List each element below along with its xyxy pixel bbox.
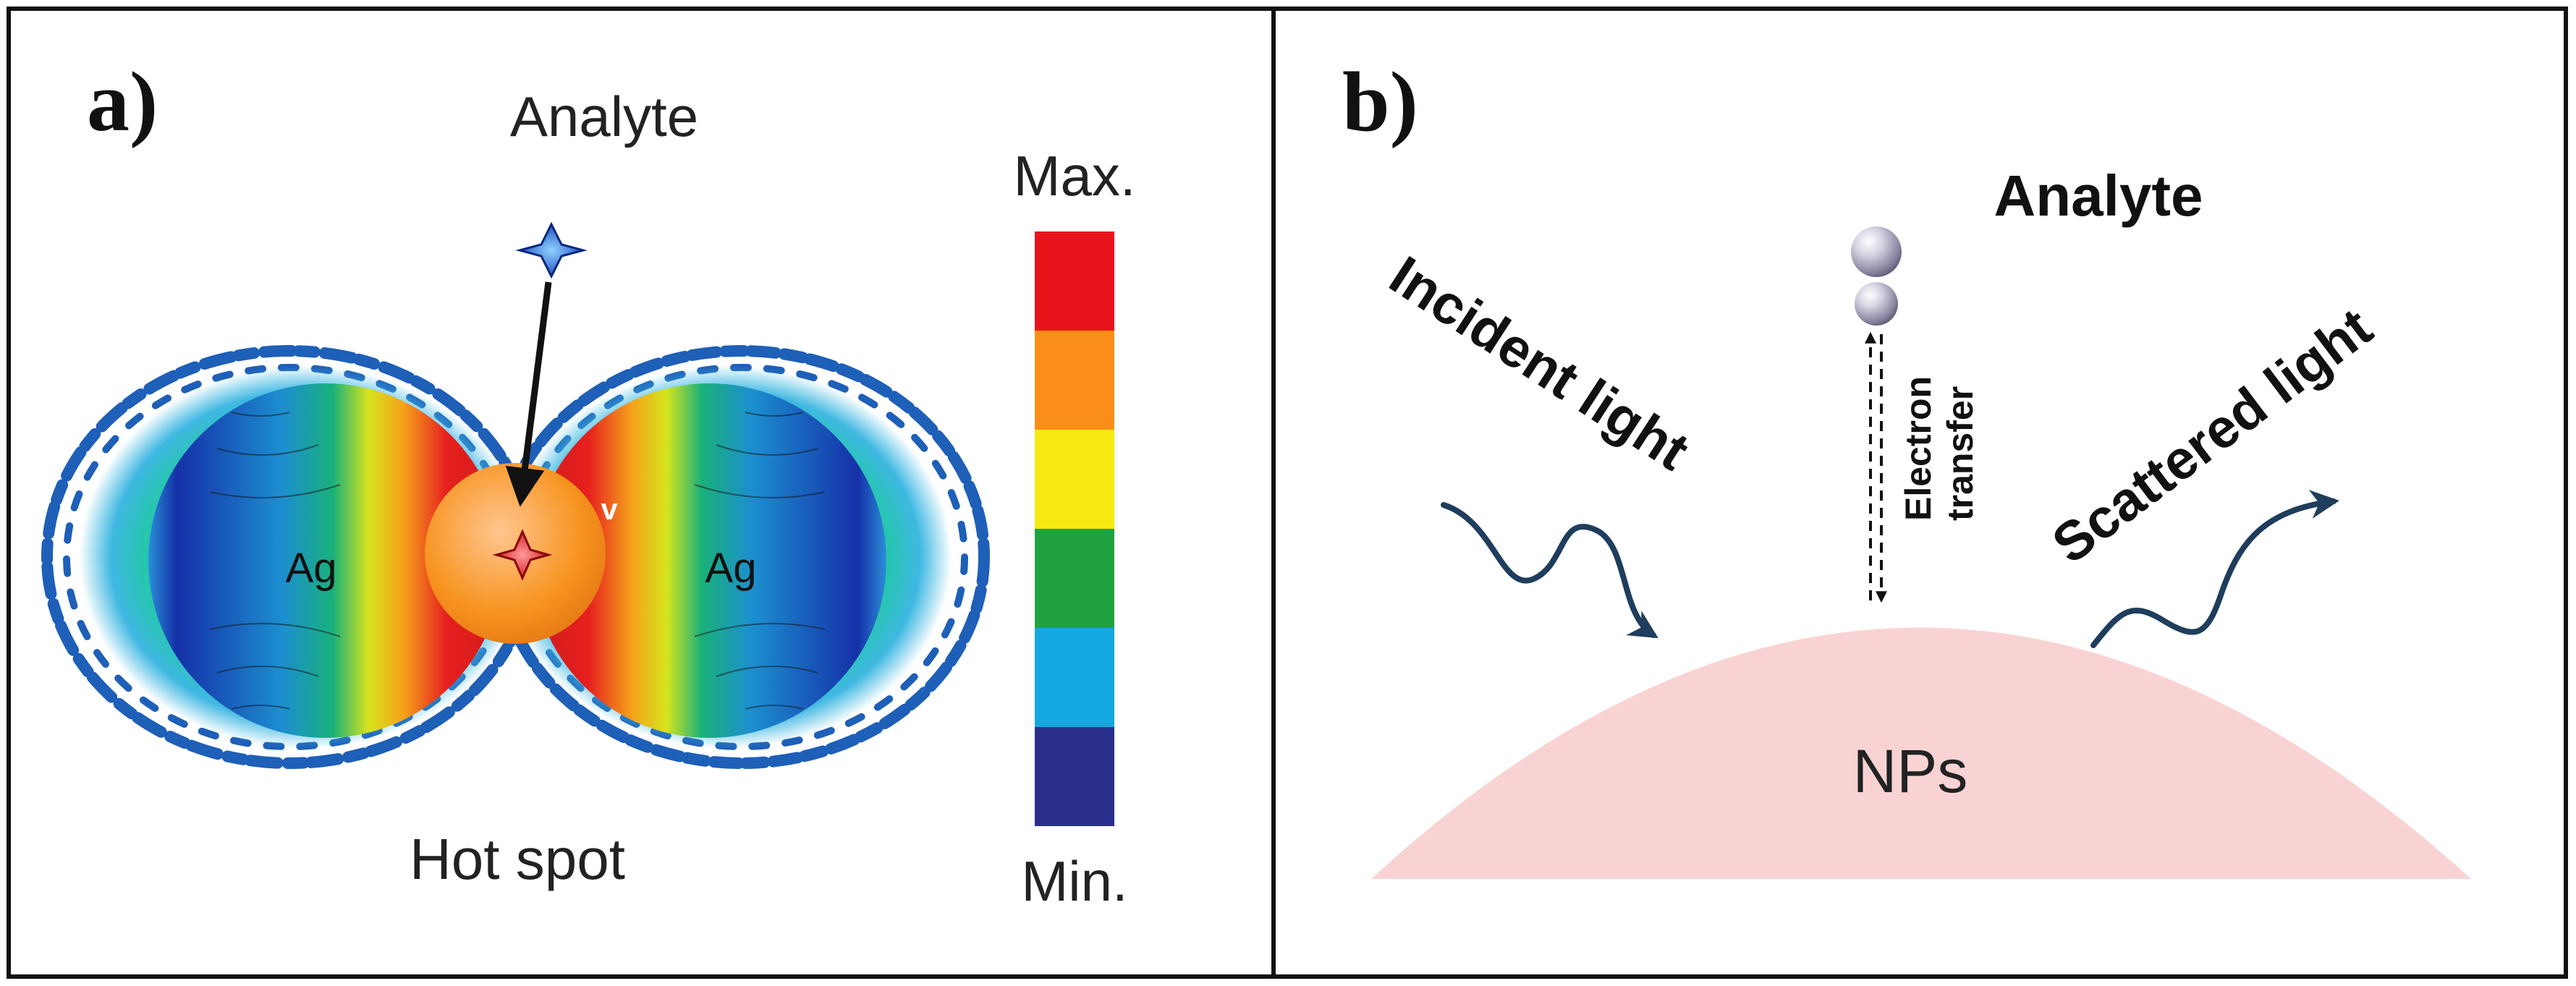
scale-segment-4 [1035,529,1114,628]
scattered-wave [2090,490,2339,648]
analyte-molecule-bottom [1855,282,1898,326]
transfer-label: transfer [1940,386,1980,521]
ag-label-right: Ag [706,545,757,592]
scale-segment-5 [1035,628,1114,727]
panel-b-frame [1271,7,2568,979]
scale-segment-6 [1035,727,1114,826]
scale-segment-2 [1035,331,1114,430]
scale-max-label: Max. [1013,144,1135,208]
scale-segment-1 [1035,231,1114,331]
scale-segment-3 [1035,430,1114,529]
ag-particle-right [532,383,886,738]
analyte-star-icon [515,221,588,279]
panel-a: a) Analyte Ag Ag v [41,54,1136,913]
panel-a-label: a) [87,54,158,149]
panel-b: b) Analyte NPs Electron transfer Inciden… [1342,54,2471,879]
incident-wave [1441,502,1658,639]
analyte-label-a: Analyte [510,85,698,148]
hotspot-label: Hot spot [410,827,625,891]
np-dome [1371,627,2471,879]
ag-label-left: Ag [286,545,337,592]
trapped-analyte-icon [492,529,553,581]
incident-light-label: Incident light [1379,245,1700,483]
analyte-label-b: Analyte [1994,163,2203,228]
panel-b-label: b) [1342,54,1418,149]
field-contours [209,412,826,710]
analyte-molecule-top [1851,226,1902,277]
gap-marker: v [601,492,618,526]
scale-min-label: Min. [1021,849,1127,913]
scattered-light-label: Scattered light [2041,297,2384,576]
electron-label: Electron [1898,376,1939,521]
np-label: NPs [1853,737,1968,805]
color-scale-bar [1035,231,1114,826]
ag-particle-left [148,383,503,738]
analyte-arrow [505,281,552,507]
